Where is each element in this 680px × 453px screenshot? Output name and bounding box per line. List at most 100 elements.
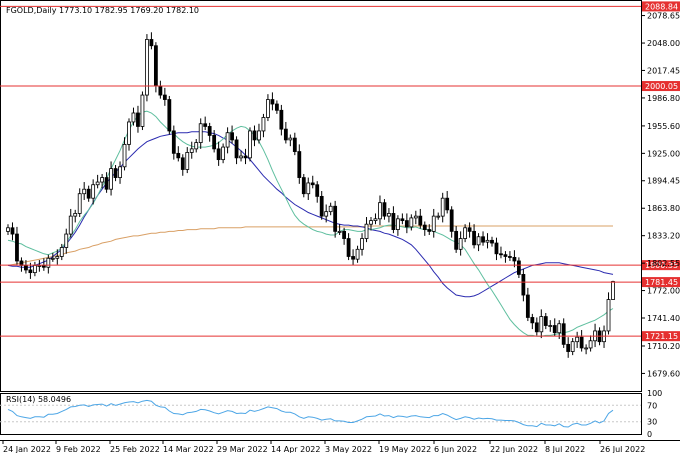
candle xyxy=(364,217,369,243)
rsi-tick-label: 30 xyxy=(647,418,657,427)
candle xyxy=(516,257,521,279)
date-tick-label: 25 Feb 2022 xyxy=(110,445,160,453)
candle-body xyxy=(194,142,199,150)
candle xyxy=(315,181,320,203)
candle xyxy=(50,252,55,262)
candle xyxy=(454,225,459,253)
date-tick-label: 19 May 2022 xyxy=(379,445,431,453)
candle-body xyxy=(180,157,185,170)
candle xyxy=(77,188,82,218)
candle-body xyxy=(440,197,445,217)
candle xyxy=(490,236,494,247)
candle xyxy=(234,136,239,165)
rsi-frame xyxy=(0,393,642,435)
candle-body xyxy=(64,233,69,248)
candle xyxy=(153,42,158,93)
candle xyxy=(355,245,360,263)
date-tick-label: 8 Jul 2022 xyxy=(545,445,585,453)
level-tag xyxy=(642,277,680,288)
ma-fast-series xyxy=(7,110,614,337)
candle-body xyxy=(315,184,320,197)
candle-body xyxy=(606,299,611,332)
candle xyxy=(158,80,163,99)
level-tag xyxy=(642,260,680,271)
candle xyxy=(561,318,566,348)
candle-body xyxy=(490,239,494,244)
candle xyxy=(104,172,109,193)
candle-body xyxy=(266,99,270,118)
candle xyxy=(579,330,584,352)
candle-body xyxy=(467,227,472,232)
candle xyxy=(279,104,284,136)
candle xyxy=(68,208,73,238)
candle-body xyxy=(458,238,463,250)
candle xyxy=(41,258,46,271)
candle-body xyxy=(472,230,476,246)
candle xyxy=(378,195,382,226)
candle-body xyxy=(481,236,485,243)
ma-fast-line xyxy=(7,110,614,337)
ma-mid-line xyxy=(7,131,614,298)
candle-body xyxy=(274,103,279,111)
candle-body xyxy=(91,184,96,199)
candle xyxy=(324,204,329,223)
candle xyxy=(602,325,606,348)
candle xyxy=(472,224,476,249)
date-tick-label: 24 Jan 2022 xyxy=(3,445,51,453)
ma-mid-series xyxy=(7,131,614,298)
candle xyxy=(248,127,252,162)
candle-body xyxy=(261,117,266,132)
price-tick-label: 1679.60 xyxy=(647,369,680,378)
candle xyxy=(418,208,423,229)
candle-body xyxy=(288,137,293,141)
candle xyxy=(261,113,266,138)
candle-body xyxy=(516,260,521,275)
candle-body xyxy=(351,256,355,260)
date-tick-label: 29 Mar 2022 xyxy=(217,445,268,453)
candle-body xyxy=(570,341,575,352)
candle xyxy=(86,185,91,202)
candle xyxy=(373,213,378,225)
candle-body xyxy=(59,247,64,257)
candle xyxy=(525,287,530,322)
candle xyxy=(539,309,544,339)
candle xyxy=(360,233,364,256)
candle xyxy=(189,141,194,159)
ma-slow-line xyxy=(7,225,613,266)
rsi-label: RSI(14) 58.0496 xyxy=(6,395,71,404)
candle-body xyxy=(400,218,405,222)
date-tick-label: 26 Jul 2022 xyxy=(600,445,645,453)
price-tick-label: 1925.00 xyxy=(647,149,680,158)
candle xyxy=(149,32,154,50)
candle xyxy=(297,144,302,184)
candles xyxy=(6,32,615,358)
candle-body xyxy=(395,218,400,230)
candle xyxy=(91,179,96,205)
candle-body xyxy=(55,256,60,259)
candle xyxy=(575,331,580,348)
candle xyxy=(570,338,575,356)
level-tag xyxy=(642,1,680,12)
price-tick-label: 1802.55 xyxy=(647,259,680,268)
candle xyxy=(463,224,468,243)
candle-body xyxy=(521,274,526,296)
candle xyxy=(543,312,548,330)
candle-body xyxy=(499,253,503,256)
candle-body xyxy=(162,94,167,100)
candle-body xyxy=(427,229,432,232)
candle xyxy=(512,250,517,268)
candle xyxy=(171,125,176,160)
symbol-label: FGOLD,Daily 1773.10 1782.95 1769.20 1782… xyxy=(6,6,199,15)
candle xyxy=(140,91,145,131)
candle xyxy=(37,260,42,272)
candle xyxy=(6,224,10,235)
candle-body xyxy=(95,181,100,186)
candle-body xyxy=(543,316,548,326)
candle xyxy=(369,217,373,231)
candle xyxy=(212,130,217,153)
candle xyxy=(566,337,571,358)
level-tag xyxy=(642,331,680,342)
candle xyxy=(310,175,315,189)
candle-body xyxy=(225,132,230,148)
